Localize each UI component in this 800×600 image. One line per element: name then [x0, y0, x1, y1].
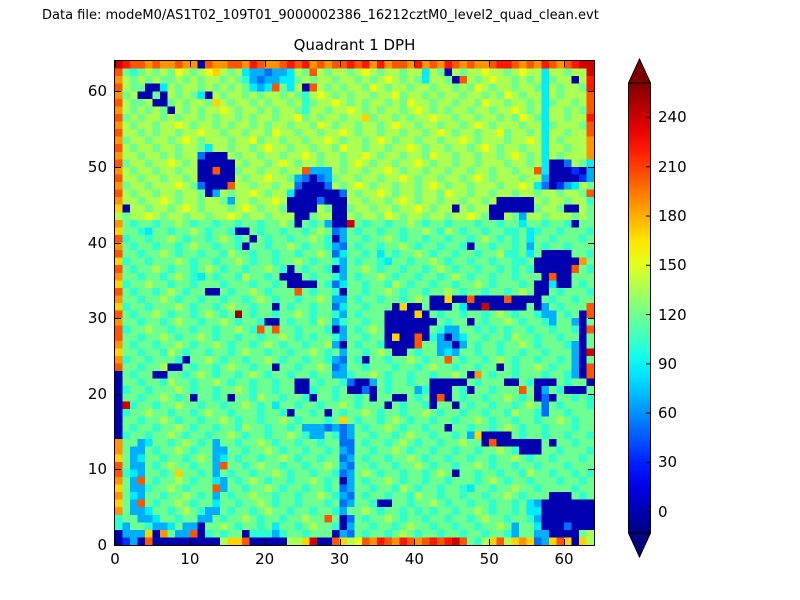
x-tick-label: 50: [479, 550, 499, 568]
y-tick-mark-right: [588, 393, 594, 395]
y-tick-mark-right: [588, 318, 594, 320]
colorbar-extend-bottom: [627, 532, 652, 559]
y-tick-mark-left: [115, 469, 121, 471]
x-tick-mark-bottom: [564, 539, 566, 545]
colorbar-tick-label: 150: [658, 256, 687, 275]
colorbar-extend-top: [627, 57, 652, 84]
colorbar-tick-label: 90: [658, 354, 678, 373]
colorbar-tick-label: 120: [658, 305, 687, 324]
y-tick-label: 50: [87, 157, 107, 176]
y-tick-mark-right: [588, 91, 594, 93]
x-tick-label: 40: [404, 550, 424, 568]
colorbar-tick-label: 60: [658, 404, 678, 423]
y-tick-label: 60: [87, 82, 107, 101]
x-tick-label: 0: [110, 550, 120, 568]
y-tick-mark-left: [115, 91, 121, 93]
y-tick-mark-right: [588, 166, 594, 168]
y-tick-mark-left: [115, 545, 121, 546]
x-tick-mark-bottom: [264, 539, 266, 545]
x-tick-mark-top: [115, 61, 116, 67]
x-tick-mark-bottom: [489, 539, 491, 545]
y-tick-mark-left: [115, 393, 121, 395]
x-tick-label: 20: [255, 550, 275, 568]
y-tick-label: 10: [87, 460, 107, 479]
x-tick-mark-top: [489, 61, 491, 67]
x-tick-mark-top: [414, 61, 416, 67]
plot-title: Quadrant 1 DPH: [293, 36, 416, 54]
x-tick-label: 30: [329, 550, 350, 568]
colorbar-tick-label: 30: [658, 453, 678, 472]
x-tick-mark-top: [339, 61, 341, 67]
colorbar-tick-label: 210: [658, 157, 687, 176]
y-tick-mark-right: [588, 242, 594, 244]
x-tick-mark-top: [189, 61, 191, 67]
datafile-text: Data file: modeM0/AS1T02_109T01_90000023…: [42, 8, 599, 23]
y-tick-mark-left: [115, 318, 121, 320]
axes-frame: [114, 60, 595, 546]
colorbar-tick-label: 240: [658, 108, 687, 127]
x-tick-mark-bottom: [115, 539, 116, 545]
x-tick-mark-top: [564, 61, 566, 67]
colorbar-tick-label: 0: [658, 502, 668, 521]
y-tick-mark-right: [588, 545, 594, 546]
heatmap-canvas: [115, 61, 594, 545]
y-tick-label: 40: [87, 233, 107, 252]
colorbar-svg: [627, 57, 652, 559]
x-tick-mark-bottom: [339, 539, 341, 545]
y-tick-label: 30: [87, 309, 107, 328]
y-tick-mark-left: [115, 242, 121, 244]
colorbar-tick-label: 180: [658, 207, 687, 226]
x-tick-mark-bottom: [189, 539, 191, 545]
y-tick-label: 0: [97, 536, 107, 554]
colorbar: [627, 57, 652, 559]
y-tick-mark-right: [588, 469, 594, 471]
y-tick-label: 20: [87, 384, 107, 403]
x-tick-mark-top: [264, 61, 266, 67]
y-tick-mark-left: [115, 166, 121, 168]
colorbar-body: [628, 82, 651, 534]
x-tick-label: 10: [180, 550, 200, 568]
x-tick-mark-bottom: [414, 539, 416, 545]
colorbar-gradient: [627, 57, 652, 562]
x-tick-label: 60: [554, 550, 574, 568]
